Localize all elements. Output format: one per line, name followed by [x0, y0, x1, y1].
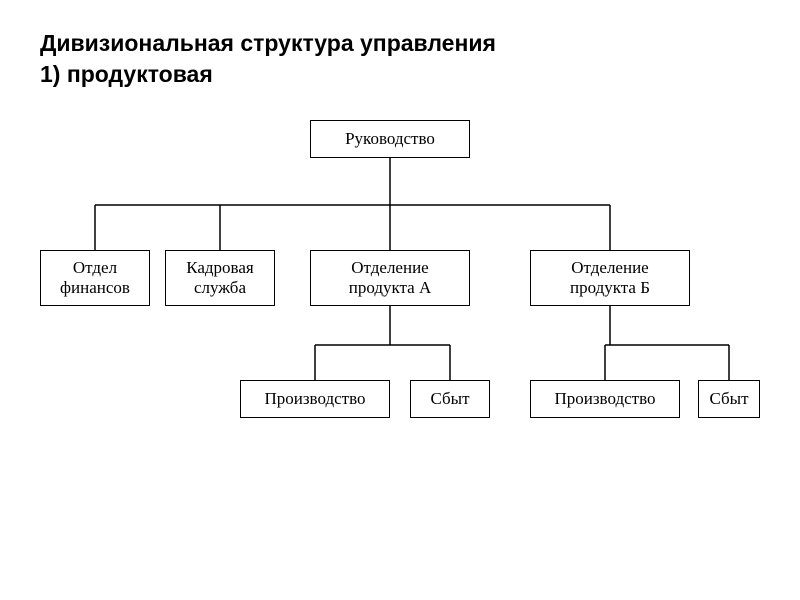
page-title: Дивизиональная структура управления1) пр…	[40, 28, 496, 90]
node-prodA: Отделениепродукта А	[310, 250, 470, 306]
node-prodB: Отделениепродукта Б	[530, 250, 690, 306]
connector-layer	[40, 120, 760, 520]
node-salesA: Сбыт	[410, 380, 490, 418]
node-fin: Отделфинансов	[40, 250, 150, 306]
node-salesB: Сбыт	[698, 380, 760, 418]
node-mfgB: Производство	[530, 380, 680, 418]
node-hr: Кадроваяслужба	[165, 250, 275, 306]
node-root: Руководство	[310, 120, 470, 158]
node-mfgA: Производство	[240, 380, 390, 418]
org-chart: Руководство Отделфинансов Кадроваяслужба От…	[40, 120, 760, 520]
